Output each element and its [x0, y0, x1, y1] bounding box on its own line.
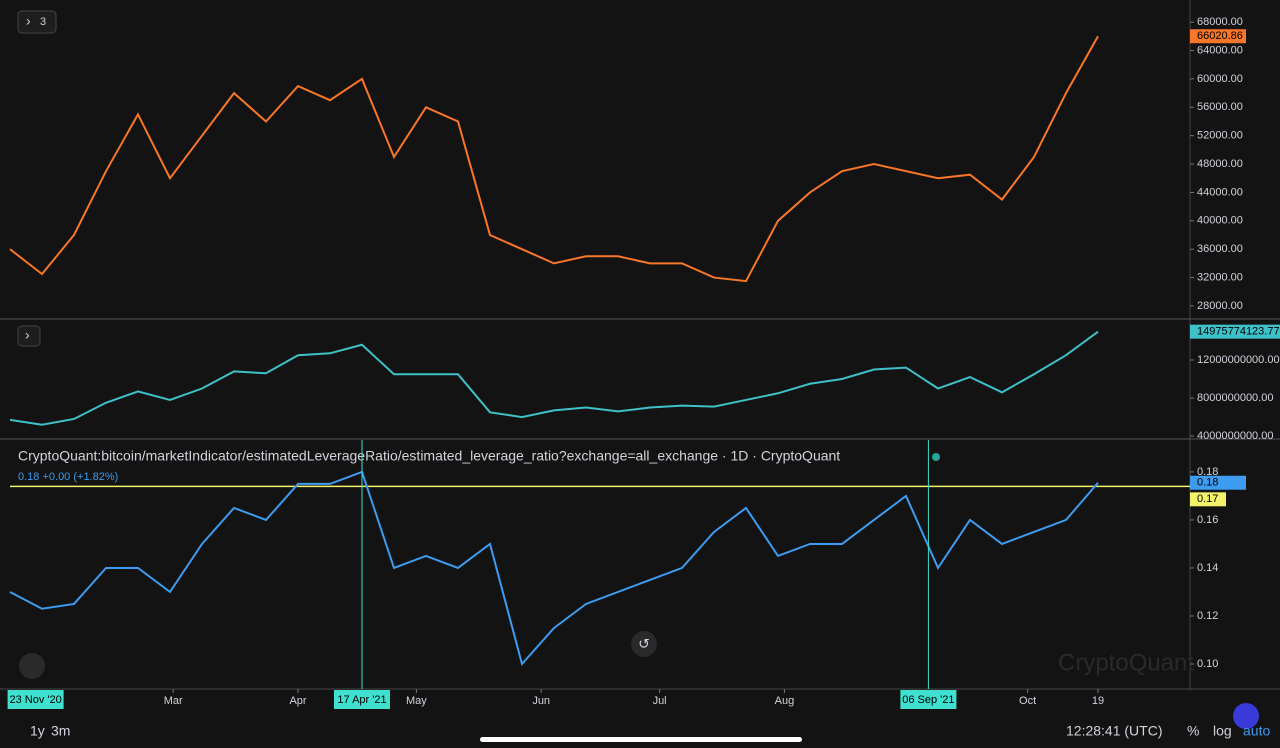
search-button[interactable] — [1233, 703, 1259, 729]
collapse-button[interactable] — [17, 325, 41, 347]
last-value-tag — [1190, 475, 1246, 490]
y-tick-label: 0.12 — [1197, 610, 1218, 622]
logo — [19, 653, 45, 679]
chevron: › — [26, 13, 31, 29]
x-tick-label: Apr — [289, 695, 306, 707]
reset-icon: ↺ — [638, 636, 650, 652]
status-dot — [932, 453, 940, 461]
series-count: 3 — [40, 16, 46, 28]
y-tick-label: 0.10 — [1197, 658, 1218, 670]
collapse-button[interactable] — [17, 10, 57, 34]
y-tick-label: 52000.00 — [1197, 130, 1243, 142]
last-value-tag — [1190, 29, 1246, 44]
last-value-tag — [1190, 324, 1280, 339]
x-tick-label: Aug — [775, 695, 795, 707]
y-tick-label: 32000.00 — [1197, 271, 1243, 283]
line-series — [9, 330, 1099, 426]
auto-button[interactable]: auto — [1243, 723, 1270, 739]
y-tick-label: 12000000000.00 — [1197, 354, 1280, 366]
reset-button[interactable] — [631, 631, 657, 657]
last-value-label: 0.18 — [1197, 477, 1218, 489]
crosshair-tag — [900, 690, 957, 709]
crosshair-label: 23 Nov '20 — [9, 694, 61, 706]
chevron: › — [25, 327, 30, 343]
x-tick-label: Jul — [653, 695, 667, 707]
interval-button[interactable]: 3m — [51, 723, 70, 739]
pane-title: CryptoQuant:bitcoin/marketIndicator/esti… — [18, 448, 840, 464]
x-tick-label: Jun — [532, 695, 550, 707]
crosshair-label: 06 Sep '21 — [902, 694, 954, 706]
x-tick-label: Mar — [164, 695, 183, 707]
line-series — [9, 470, 1099, 667]
reference-label: 0.17 — [1197, 493, 1218, 505]
y-tick-label: 56000.00 — [1197, 101, 1243, 113]
crosshair-label: 17 Apr '21 — [337, 694, 386, 706]
legend-value: 0.18 +0.00 (+1.82%) — [18, 471, 118, 483]
y-tick-label: 0.16 — [1197, 514, 1218, 526]
home-indicator — [480, 737, 802, 742]
x-tick-label: 19 — [1092, 695, 1104, 707]
y-tick-label: 4000000000.00 — [1197, 430, 1273, 442]
y-tick-label: 40000.00 — [1197, 215, 1243, 227]
percent-button[interactable]: % — [1187, 723, 1199, 739]
last-value-label: 66020.86 — [1197, 30, 1243, 42]
y-tick-label: 68000.00 — [1197, 16, 1243, 28]
reference-tag — [1190, 492, 1226, 507]
y-tick-label: 28000.00 — [1197, 300, 1243, 312]
crosshair-tag — [7, 690, 64, 709]
log-button[interactable]: log — [1213, 723, 1232, 739]
y-tick-label: 64000.00 — [1197, 44, 1243, 56]
y-tick-label: 36000.00 — [1197, 243, 1243, 255]
y-tick-label: 8000000000.00 — [1197, 392, 1273, 404]
last-value-label: 14975774123.77 — [1197, 326, 1280, 338]
x-tick-label: Oct — [1019, 695, 1036, 707]
clock: 12:28:41 (UTC) — [1066, 723, 1162, 739]
watermark: CryptoQuant — [1058, 649, 1194, 676]
line-series — [9, 35, 1099, 283]
y-tick-label: 48000.00 — [1197, 158, 1243, 170]
interval-button[interactable]: 1y — [30, 723, 45, 739]
y-tick-label: 0.14 — [1197, 562, 1218, 574]
y-tick-label: 0.18 — [1197, 466, 1218, 478]
y-tick-label: 44000.00 — [1197, 186, 1243, 198]
crosshair-tag — [334, 690, 390, 709]
y-tick-label: 60000.00 — [1197, 73, 1243, 85]
x-tick-label: May — [406, 695, 427, 707]
